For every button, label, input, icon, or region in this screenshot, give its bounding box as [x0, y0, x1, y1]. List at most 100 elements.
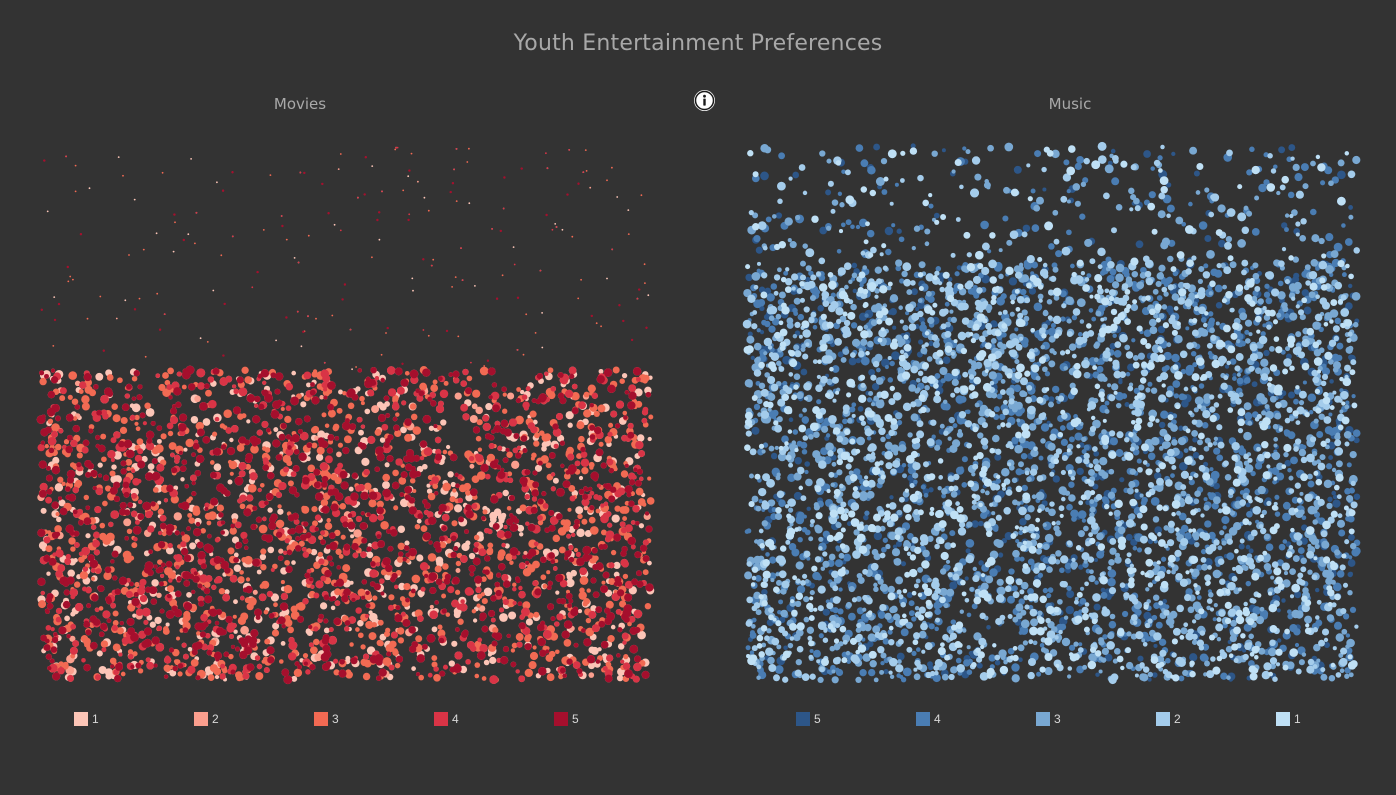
- scatter-point: [92, 539, 101, 548]
- scatter-point: [455, 483, 460, 489]
- info-icon[interactable]: [694, 90, 715, 111]
- scatter-point: [233, 599, 238, 605]
- scatter-point: [585, 170, 588, 172]
- scatter-point: [571, 235, 574, 238]
- scatter-point: [335, 548, 342, 555]
- scatter-point: [100, 394, 109, 404]
- scatter-point: [62, 600, 71, 609]
- scatter-point: [418, 674, 425, 681]
- scatter-point: [176, 371, 182, 377]
- scatter-point: [457, 497, 463, 504]
- scatter-point: [51, 423, 60, 432]
- scatter-point: [270, 513, 278, 521]
- scatter-point: [410, 588, 416, 594]
- scatter-point: [194, 242, 196, 245]
- scatter-point: [233, 629, 238, 634]
- scatter-point: [503, 580, 511, 588]
- scatter-point: [627, 401, 636, 410]
- scatter-point: [371, 405, 380, 414]
- scatter-point: [468, 589, 474, 595]
- scatter-point: [85, 533, 91, 539]
- scatter-point: [496, 464, 502, 470]
- scatter-point: [441, 513, 450, 522]
- scatter-point: [357, 588, 366, 597]
- scatter-point: [568, 484, 576, 492]
- scatter-point: [552, 534, 561, 543]
- scatter-point: [320, 652, 330, 662]
- scatter-point: [366, 512, 371, 517]
- scatter-point: [442, 563, 449, 570]
- scatter-point: [266, 427, 271, 433]
- scatter-point: [464, 529, 469, 534]
- scatter-point: [285, 316, 288, 319]
- scatter-point: [106, 374, 114, 381]
- scatter-point: [195, 421, 204, 431]
- scatter-point: [146, 438, 153, 444]
- scatter-point: [527, 523, 536, 532]
- scatter-point: [299, 431, 309, 441]
- scatter-point: [118, 508, 127, 516]
- scatter-point: [622, 516, 628, 522]
- scatter-point: [397, 542, 406, 551]
- scatter-point: [69, 635, 76, 642]
- scatter-point: [258, 524, 268, 534]
- scatter-point: [1213, 482, 1220, 490]
- scatter-point: [363, 193, 366, 196]
- scatter-point: [522, 353, 525, 356]
- scatter-point: [546, 673, 555, 682]
- scatter-point: [319, 602, 328, 610]
- scatter-point: [337, 168, 340, 170]
- scatter-point: [376, 639, 383, 647]
- scatter-point: [236, 376, 244, 384]
- scatter-point: [302, 551, 310, 558]
- scatter-point: [249, 472, 258, 481]
- scatter-point: [427, 396, 433, 402]
- scatter-point: [476, 603, 481, 608]
- scatter-point: [547, 580, 553, 586]
- scatter-point: [186, 526, 191, 531]
- scatter-point: [78, 556, 85, 563]
- scatter-point: [239, 650, 248, 660]
- scatter-point: [333, 669, 340, 676]
- scatter-point: [422, 258, 425, 261]
- scatter-point: [469, 571, 475, 577]
- scatter-point: [231, 235, 234, 238]
- scatter-point: [205, 575, 213, 583]
- scatter-point: [123, 518, 132, 527]
- scatter-point: [581, 498, 590, 507]
- scatter-point: [161, 171, 164, 174]
- scatter-point: [231, 622, 237, 629]
- scatter-point: [213, 556, 222, 564]
- scatter-point: [54, 525, 62, 533]
- scatter-point: [90, 524, 97, 530]
- scatter-point: [250, 523, 257, 530]
- scatter-point: [482, 569, 487, 574]
- scatter-point: [548, 509, 555, 516]
- scatter-point: [620, 527, 628, 534]
- scatter-point: [293, 448, 300, 455]
- scatter-point: [97, 462, 103, 468]
- scatter-point: [142, 248, 145, 251]
- scatter-point: [563, 472, 571, 480]
- scatter-point: [459, 603, 468, 612]
- scatter-point: [137, 460, 146, 469]
- scatter-point: [471, 503, 478, 510]
- scatter-point: [291, 370, 297, 376]
- scatter-point: [334, 529, 341, 537]
- scatter-point: [171, 467, 178, 474]
- scatter-point: [104, 566, 112, 574]
- scatter-point: [582, 545, 592, 555]
- page-title: Youth Entertainment Preferences: [513, 31, 883, 56]
- scatter-point: [531, 489, 539, 497]
- scatter-point: [302, 598, 309, 605]
- scatter-point: [170, 452, 175, 458]
- scatter-point: [368, 602, 376, 610]
- scatter-point: [155, 642, 165, 652]
- scatter-point: [645, 583, 654, 592]
- scatter-point: [579, 567, 588, 576]
- scatter-point: [361, 595, 366, 600]
- scatter-point: [295, 536, 301, 541]
- scatter-point: [357, 632, 364, 639]
- scatter-point: [570, 608, 579, 617]
- scatter-point: [604, 483, 612, 490]
